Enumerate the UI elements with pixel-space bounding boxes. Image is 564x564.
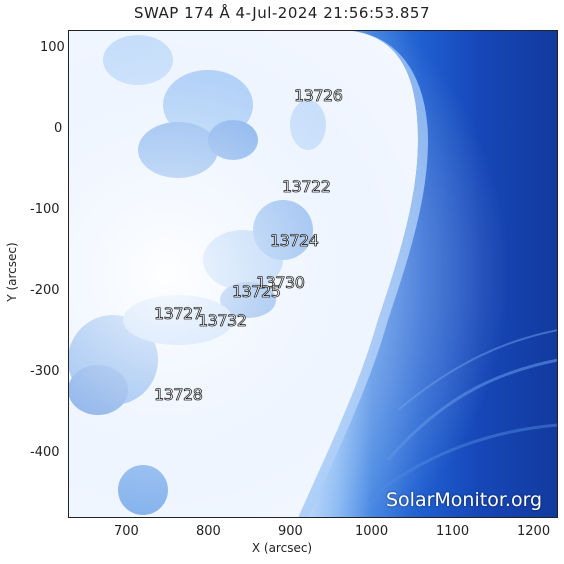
solar-image: 13726 13722 13724 13730 13725 13727 1373… bbox=[68, 30, 558, 518]
x-tick-label: 1100 bbox=[436, 524, 470, 539]
watermark: SolarMonitor.org bbox=[386, 489, 543, 511]
active-region-label: 13728 bbox=[154, 385, 204, 405]
active-region-label: 13722 bbox=[282, 177, 332, 197]
x-axis-label: X (arcsec) bbox=[251, 541, 313, 555]
y-tick-label: -100 bbox=[30, 202, 60, 217]
y-tick-label: -400 bbox=[30, 445, 60, 460]
active-region-label: 13727 bbox=[154, 304, 204, 324]
y-axis-label: Y (arcsec) bbox=[5, 242, 19, 302]
y-tick-label: -200 bbox=[30, 283, 60, 298]
image-title: SWAP 174 Å 4-Jul-2024 21:56:53.857 bbox=[133, 4, 431, 22]
active-region-label: 13725 bbox=[232, 282, 282, 302]
solar-image-canvas bbox=[68, 30, 558, 518]
x-tick-label: 800 bbox=[196, 524, 221, 539]
active-region-label: 13724 bbox=[270, 231, 320, 251]
x-tick-label: 700 bbox=[114, 524, 139, 539]
x-tick-label: 1200 bbox=[517, 524, 551, 539]
active-region-label: 13726 bbox=[294, 86, 344, 106]
y-tick-label: 100 bbox=[40, 40, 65, 55]
y-tick-label: -300 bbox=[30, 364, 60, 379]
y-tick-label: 0 bbox=[54, 121, 63, 136]
active-region-label: 13732 bbox=[198, 311, 248, 331]
x-tick-label: 900 bbox=[278, 524, 303, 539]
x-tick-label: 1000 bbox=[355, 524, 389, 539]
active-region-label: 13730 bbox=[256, 273, 306, 293]
